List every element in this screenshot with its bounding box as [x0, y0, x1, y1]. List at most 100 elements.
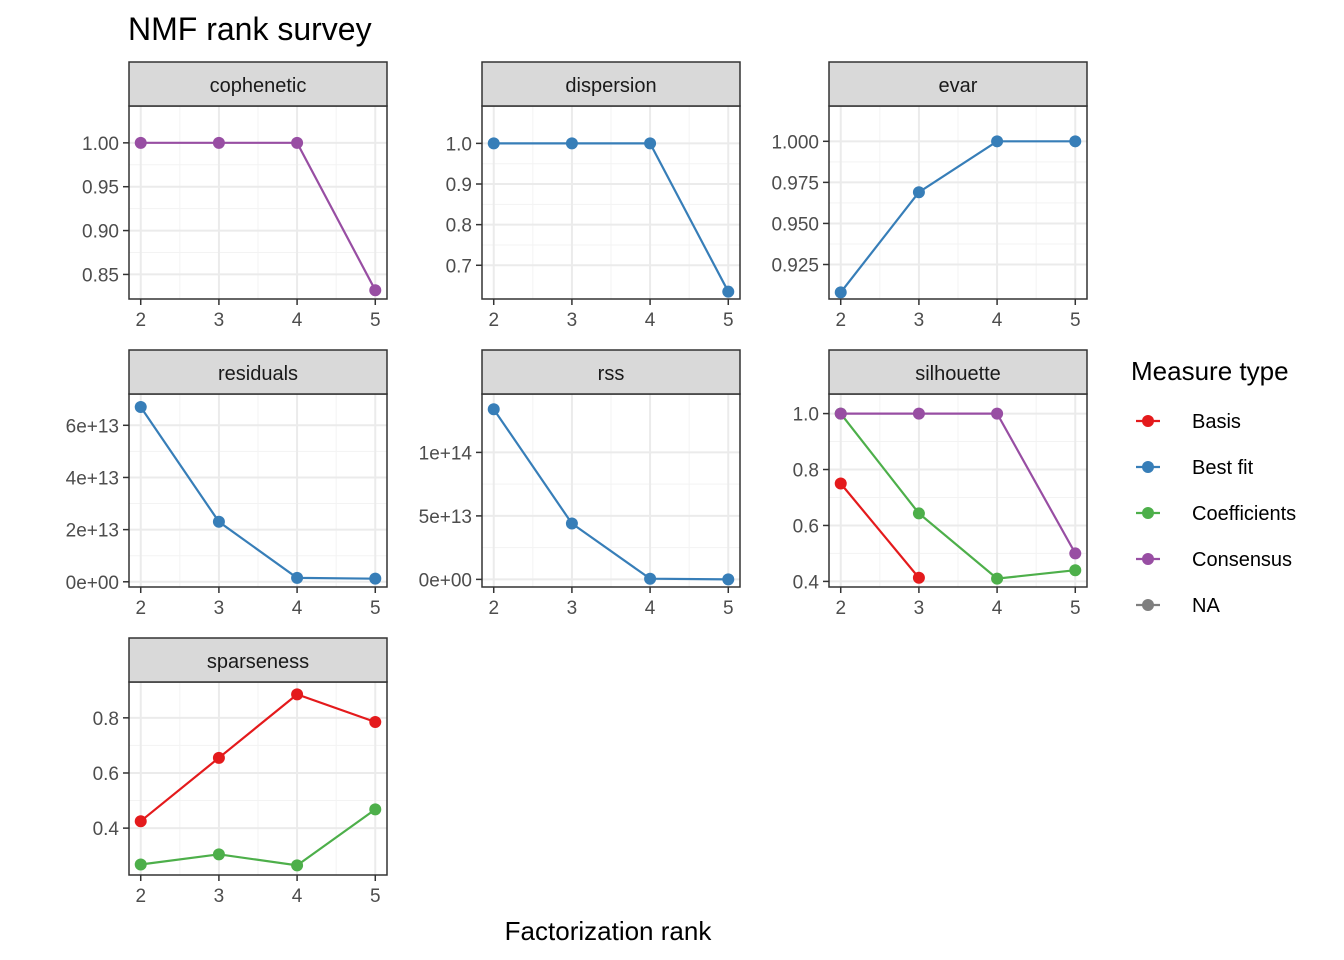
y-tick-label-residuals: 4e+13 — [66, 468, 119, 489]
data-point-dispersion-best-fit — [644, 137, 657, 150]
series-line-silhouette-consensus — [840, 412, 1077, 554]
legend-key-point-consensus — [1142, 553, 1154, 565]
data-point-sparseness-coefficients — [369, 803, 382, 816]
y-tick-label-rss: 0e+00 — [419, 570, 472, 591]
data-point-sparseness-coefficients — [212, 848, 225, 861]
x-tick-label-evar: 4 — [992, 310, 1003, 331]
y-tick-label-evar: 0.950 — [771, 214, 819, 235]
x-tick-label-cophenetic: 3 — [214, 310, 225, 331]
x-tick-label-dispersion: 5 — [723, 310, 734, 331]
data-point-cophenetic-consensus — [134, 136, 147, 149]
x-tick-label-silhouette: 2 — [835, 598, 846, 619]
legend-key-point-na — [1142, 599, 1154, 611]
legend-label-coefficients: Coefficients — [1192, 503, 1296, 525]
legend-entry-coefficients: Coefficients — [1136, 503, 1296, 525]
y-tick-label-sparseness: 0.8 — [93, 709, 119, 730]
panel-evar: evar 0.925 0.950 0.975 1.000 2 3 4 5 — [771, 61, 1088, 331]
data-point-rss-best-fit — [487, 403, 500, 416]
strip-rss — [481, 349, 741, 395]
x-tick-label-dispersion: 4 — [645, 310, 656, 331]
y-tick-label-evar: 0.975 — [771, 173, 819, 194]
x-tick-label-rss: 3 — [567, 598, 578, 619]
data-point-sparseness-basis — [212, 751, 225, 764]
chart-title: NMF rank survey — [128, 11, 372, 47]
strip-label-silhouette: silhouette — [915, 363, 1001, 385]
x-tick-label-cophenetic: 4 — [292, 310, 303, 331]
strip-silhouette — [828, 349, 1088, 395]
x-tick-label-residuals: 5 — [370, 598, 381, 619]
data-point-evar-best-fit — [834, 286, 847, 299]
legend-key-point-coefficients — [1142, 507, 1154, 519]
series-line-rss-best-fit — [492, 408, 729, 581]
data-point-sparseness-coefficients — [134, 858, 147, 871]
x-tick-label-evar: 3 — [914, 310, 925, 331]
data-point-silhouette-consensus — [1069, 547, 1082, 560]
legend-entry-na: NA — [1136, 595, 1220, 617]
legend-label-basis: Basis — [1192, 411, 1241, 433]
data-point-residuals-best-fit — [291, 571, 304, 584]
panel-sparseness: sparseness 0.4 0.6 0.8 2 3 4 5 — [93, 637, 388, 907]
y-tick-label-evar: 1.000 — [771, 132, 819, 153]
y-tick-label-cophenetic: 1.00 — [82, 134, 119, 155]
y-tick-label-residuals: 2e+13 — [66, 521, 119, 542]
data-point-rss-best-fit — [722, 573, 735, 586]
legend-label-best-fit: Best fit — [1192, 457, 1254, 479]
strip-label-rss: rss — [598, 363, 625, 385]
data-point-cophenetic-consensus — [291, 136, 304, 149]
data-point-residuals-best-fit — [369, 572, 382, 585]
x-tick-label-silhouette: 3 — [914, 598, 925, 619]
y-tick-label-evar: 0.925 — [771, 256, 819, 277]
series-line-dispersion-best-fit — [493, 142, 730, 293]
y-tick-label-dispersion: 0.9 — [446, 175, 472, 196]
panel-rss: rss 0e+00 5e+13 1e+14 2 3 4 5 — [419, 349, 741, 619]
y-tick-label-dispersion: 0.8 — [446, 216, 472, 237]
strip-sparseness — [128, 637, 388, 683]
series-line-sparseness-basis — [140, 693, 376, 823]
data-point-sparseness-basis — [134, 815, 147, 828]
data-point-dispersion-best-fit — [487, 137, 500, 150]
y-tick-label-cophenetic: 0.95 — [82, 178, 119, 199]
strip-label-sparseness: sparseness — [207, 651, 309, 673]
y-tick-label-rss: 5e+13 — [419, 507, 472, 528]
x-tick-label-residuals: 2 — [135, 598, 146, 619]
legend-key-point-best-fit — [1142, 461, 1154, 473]
x-tick-label-rss: 5 — [723, 598, 734, 619]
legend-entry-best-fit: Best fit — [1136, 457, 1254, 479]
panel-residuals: residuals 0e+00 2e+13 4e+13 6e+13 2 3 4 5 — [66, 349, 388, 619]
x-tick-label-residuals: 3 — [214, 598, 225, 619]
legend-label-na: NA — [1192, 595, 1220, 617]
data-point-dispersion-best-fit — [722, 285, 735, 298]
y-tick-label-silhouette: 0.6 — [793, 516, 819, 537]
legend-entry-consensus: Consensus — [1136, 549, 1292, 571]
y-tick-label-silhouette: 1.0 — [793, 405, 819, 426]
data-point-sparseness-basis — [291, 688, 304, 701]
x-tick-label-rss: 4 — [645, 598, 656, 619]
panel-cophenetic: cophenetic 0.85 0.90 0.95 1.00 2 3 4 5 — [82, 61, 388, 331]
x-tick-label-silhouette: 5 — [1070, 598, 1081, 619]
strip-cophenetic — [128, 61, 388, 107]
x-tick-label-evar: 2 — [835, 310, 846, 331]
series-line-cophenetic-consensus — [140, 141, 377, 291]
panel-dispersion: dispersion 0.7 0.8 0.9 1.0 2 3 4 5 — [446, 61, 741, 331]
x-tick-label-dispersion: 2 — [488, 310, 499, 331]
data-point-rss-best-fit — [644, 572, 657, 585]
y-tick-label-dispersion: 0.7 — [446, 256, 472, 277]
data-point-silhouette-basis — [834, 477, 847, 490]
x-tick-label-evar: 5 — [1070, 310, 1081, 331]
data-point-rss-best-fit — [565, 517, 578, 530]
legend-key-point-basis — [1142, 415, 1154, 427]
data-point-silhouette-coefficients — [991, 572, 1004, 585]
x-tick-label-dispersion: 3 — [567, 310, 578, 331]
data-point-sparseness-coefficients — [291, 859, 304, 872]
strip-residuals — [128, 349, 388, 395]
x-tick-label-cophenetic: 5 — [370, 310, 381, 331]
y-tick-label-sparseness: 0.6 — [93, 764, 119, 785]
panel-silhouette: silhouette 0.4 0.6 0.8 1.0 2 3 4 5 — [793, 349, 1088, 619]
data-point-dispersion-best-fit — [565, 137, 578, 150]
series-line-evar-best-fit — [839, 140, 1076, 294]
x-tick-label-sparseness: 2 — [135, 886, 146, 907]
x-tick-label-rss: 2 — [488, 598, 499, 619]
data-point-cophenetic-consensus — [212, 136, 225, 149]
x-axis-title: Factorization rank — [505, 916, 713, 946]
